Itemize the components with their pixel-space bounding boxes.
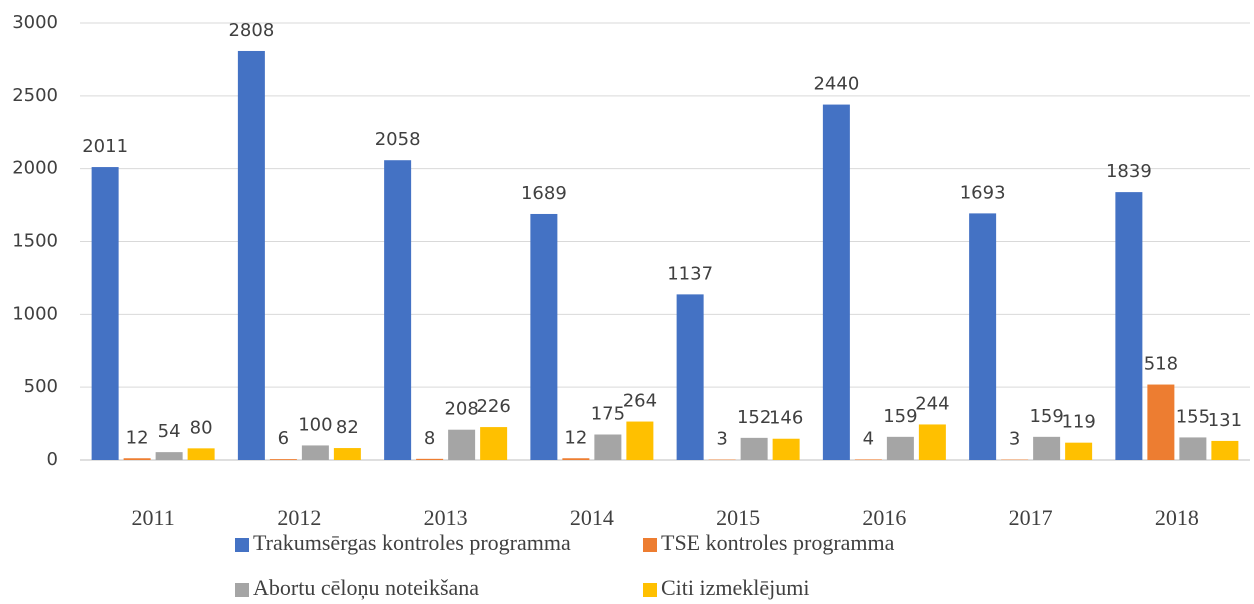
bar bbox=[1115, 192, 1143, 460]
data-label: 152 bbox=[737, 407, 771, 428]
y-tick-label: 2000 bbox=[12, 158, 58, 179]
data-label: 264 bbox=[623, 391, 657, 412]
data-label: 119 bbox=[1061, 412, 1095, 433]
bar bbox=[237, 50, 265, 461]
data-label: 4 bbox=[863, 428, 874, 449]
bar bbox=[1033, 436, 1061, 460]
x-tick-label: 2013 bbox=[424, 505, 468, 530]
bar bbox=[1065, 442, 1093, 460]
data-label: 2440 bbox=[813, 74, 859, 95]
legend-label: Trakumsērgas kontroles programma bbox=[253, 530, 571, 555]
data-label: 100 bbox=[298, 414, 332, 435]
bar bbox=[384, 160, 412, 460]
bar bbox=[187, 448, 215, 460]
data-label: 12 bbox=[564, 427, 587, 448]
data-label: 159 bbox=[1029, 406, 1063, 427]
bar bbox=[91, 167, 119, 460]
x-tick-label: 2016 bbox=[862, 505, 906, 530]
bar bbox=[626, 421, 654, 460]
data-label: 3 bbox=[1009, 429, 1020, 450]
data-label: 2808 bbox=[228, 20, 274, 41]
data-label: 82 bbox=[336, 417, 359, 438]
data-label: 208 bbox=[444, 399, 478, 420]
data-label: 226 bbox=[476, 396, 510, 417]
legend-label: Abortu cēloņu noteikšana bbox=[253, 575, 479, 600]
bar bbox=[886, 436, 914, 460]
data-label: 518 bbox=[1144, 354, 1178, 375]
bar bbox=[416, 458, 444, 460]
x-tick-label: 2015 bbox=[716, 505, 760, 530]
x-tick-label: 2018 bbox=[1155, 505, 1199, 530]
bar bbox=[448, 429, 476, 460]
data-label: 2058 bbox=[375, 129, 421, 150]
bar bbox=[740, 437, 768, 460]
y-tick-label: 500 bbox=[24, 376, 58, 397]
bar bbox=[155, 452, 183, 460]
x-tick-label: 2017 bbox=[1009, 505, 1053, 530]
x-tick-label: 2012 bbox=[277, 505, 321, 530]
bar bbox=[1147, 384, 1175, 460]
data-label: 3 bbox=[716, 429, 727, 450]
data-label: 54 bbox=[158, 421, 181, 442]
bar bbox=[854, 459, 882, 460]
data-label: 1689 bbox=[521, 183, 567, 204]
y-tick-label: 1500 bbox=[12, 231, 58, 252]
bar bbox=[301, 445, 329, 460]
legend-swatch bbox=[643, 538, 657, 552]
bar bbox=[123, 458, 151, 460]
x-tick-label: 2014 bbox=[570, 505, 614, 530]
bar bbox=[530, 213, 558, 460]
bar bbox=[269, 459, 297, 460]
bar bbox=[333, 448, 361, 460]
data-label: 1839 bbox=[1106, 161, 1152, 182]
legend-label: Citi izmeklējumi bbox=[661, 575, 809, 600]
bar bbox=[562, 458, 590, 460]
data-label: 1137 bbox=[667, 263, 713, 284]
data-label: 80 bbox=[190, 417, 213, 438]
data-label: 155 bbox=[1176, 406, 1210, 427]
data-label: 12 bbox=[126, 427, 149, 448]
bar bbox=[594, 434, 622, 460]
x-tick-label: 2011 bbox=[132, 505, 175, 530]
bar bbox=[480, 427, 508, 460]
bar bbox=[822, 104, 850, 460]
data-label: 159 bbox=[883, 406, 917, 427]
bar bbox=[1211, 440, 1239, 460]
y-tick-label: 3000 bbox=[12, 12, 58, 33]
data-label: 146 bbox=[769, 408, 803, 429]
y-tick-label: 0 bbox=[47, 449, 58, 470]
data-label: 175 bbox=[591, 404, 625, 425]
bar bbox=[772, 438, 800, 460]
y-tick-label: 1000 bbox=[12, 303, 58, 324]
data-label: 6 bbox=[278, 428, 289, 449]
legend-swatch bbox=[235, 538, 249, 552]
data-label: 2011 bbox=[82, 136, 128, 157]
legend-label: TSE kontroles programma bbox=[661, 530, 895, 555]
bar bbox=[1179, 437, 1207, 460]
bar bbox=[918, 424, 946, 460]
bar bbox=[969, 213, 997, 460]
bar bbox=[676, 294, 704, 460]
data-label: 8 bbox=[424, 428, 435, 449]
legend-swatch bbox=[235, 583, 249, 597]
data-label: 131 bbox=[1208, 410, 1242, 431]
data-label: 244 bbox=[915, 393, 949, 414]
legend-swatch bbox=[643, 583, 657, 597]
y-tick-label: 2500 bbox=[12, 85, 58, 106]
data-label: 1693 bbox=[960, 182, 1006, 203]
